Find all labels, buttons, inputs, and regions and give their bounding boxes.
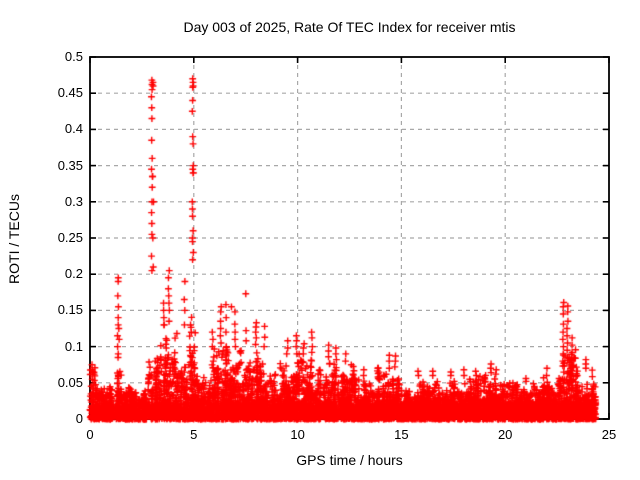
y-tick-label: 0.3 [64,193,83,209]
y-tick-label: 0.4 [64,121,83,137]
x-tick-label: 15 [394,427,409,442]
y-tick-label: 0 [75,411,83,426]
y-tick-label: 0.15 [57,302,83,318]
chart-title: Day 003 of 2025, Rate Of TEC Index for r… [183,19,516,35]
x-tick-label: 10 [290,427,305,442]
x-axis-label: GPS time / hours [296,452,403,468]
x-tick-label: 20 [497,427,513,442]
y-tick-label: 0.1 [64,338,83,354]
y-tick-label: 0.2 [64,266,83,282]
y-tick-label: 0.05 [57,374,83,390]
y-tick-label: 0.25 [57,230,83,245]
y-tick-label: 0.45 [57,85,83,101]
x-tick-label: 25 [601,427,617,442]
y-tick-label: 0.35 [57,157,83,173]
x-tick-label: 0 [86,427,94,442]
y-tick-label: 0.5 [64,49,83,64]
x-tick-label: 5 [190,427,198,442]
